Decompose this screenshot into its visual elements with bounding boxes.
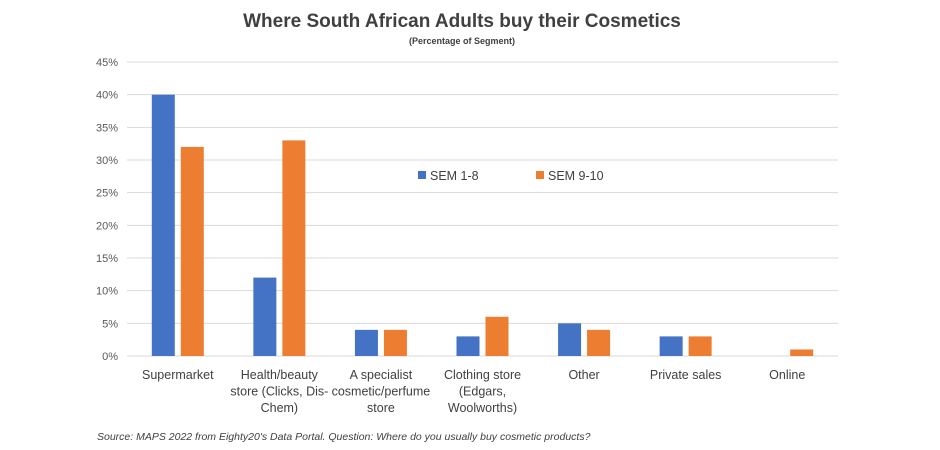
- x-category-line: Clothing store: [444, 368, 521, 382]
- y-tick-label: 10%: [96, 286, 118, 298]
- x-category-line: store: [367, 401, 395, 415]
- bar-sem-1-8: [456, 336, 480, 356]
- bar-sem-9-10: [180, 146, 204, 356]
- x-category-label: Other: [568, 368, 599, 382]
- y-tick-label: 0%: [102, 351, 118, 363]
- x-category-line: Private sales: [650, 368, 722, 382]
- x-category-line: (Edgars,: [459, 385, 506, 399]
- bar-sem-9-10: [790, 349, 814, 356]
- x-category-line: Chem): [261, 401, 299, 415]
- chart-title: Where South African Adults buy their Cos…: [243, 11, 681, 32]
- x-category-label: Health/beauty store (Clicks, Dis- Chem): [230, 368, 328, 415]
- bar-sem-1-8: [659, 336, 683, 356]
- source-note: Source: MAPS 2022 from Eighty20's Data P…: [97, 431, 591, 443]
- x-category-line: A specialist: [350, 368, 413, 382]
- x-category-line: Online: [769, 368, 805, 382]
- x-category-line: Woolworths): [448, 401, 517, 415]
- y-tick-label: 25%: [96, 188, 118, 200]
- legend-label: SEM 9-10: [548, 169, 604, 183]
- bars: [151, 94, 814, 357]
- legend-label: SEM 1-8: [430, 169, 479, 183]
- x-category-line: Other: [568, 368, 599, 382]
- chart-subtitle: (Percentage of Segment): [409, 36, 515, 46]
- x-category-line: store (Clicks, Dis-: [230, 385, 328, 399]
- legend-swatch: [536, 171, 544, 179]
- x-category-line: cosmetic/perfume: [332, 385, 431, 399]
- y-axis-ticks: 0% 5% 10% 15% 20% 25% 30% 35% 40% 45%: [96, 57, 118, 363]
- x-category-label: Online: [769, 368, 805, 382]
- bar-sem-9-10: [282, 140, 306, 356]
- y-tick-label: 5%: [102, 318, 118, 330]
- y-tick-label: 40%: [96, 90, 118, 102]
- x-category-label: Supermarket: [142, 368, 214, 382]
- y-tick-label: 20%: [96, 220, 118, 232]
- y-tick-label: 15%: [96, 253, 118, 265]
- y-tick-label: 30%: [96, 155, 118, 167]
- bar-sem-1-8: [558, 323, 582, 356]
- bar-sem-9-10: [688, 336, 712, 356]
- bar-sem-9-10: [485, 316, 509, 356]
- y-tick-label: 45%: [96, 57, 118, 69]
- gridlines: [127, 61, 838, 357]
- y-tick-label: 35%: [96, 122, 118, 134]
- bar-sem-9-10: [587, 329, 611, 356]
- x-category-label: Private sales: [650, 368, 722, 382]
- x-category-label: Clothing store (Edgars, Woolworths): [444, 368, 521, 415]
- legend-swatch: [418, 171, 426, 179]
- x-category-line: Health/beauty: [241, 368, 319, 382]
- bar-sem-9-10: [383, 329, 407, 356]
- x-axis-categories: Supermarket Health/beauty store (Clicks, D…: [142, 368, 805, 415]
- x-category-line: Supermarket: [142, 368, 214, 382]
- legend: SEM 1-8 SEM 9-10: [418, 169, 604, 183]
- bar-sem-1-8: [253, 277, 277, 356]
- bar-sem-1-8: [354, 329, 378, 356]
- bar-sem-1-8: [151, 94, 175, 357]
- x-category-label: A specialist cosmetic/perfume store: [332, 368, 431, 415]
